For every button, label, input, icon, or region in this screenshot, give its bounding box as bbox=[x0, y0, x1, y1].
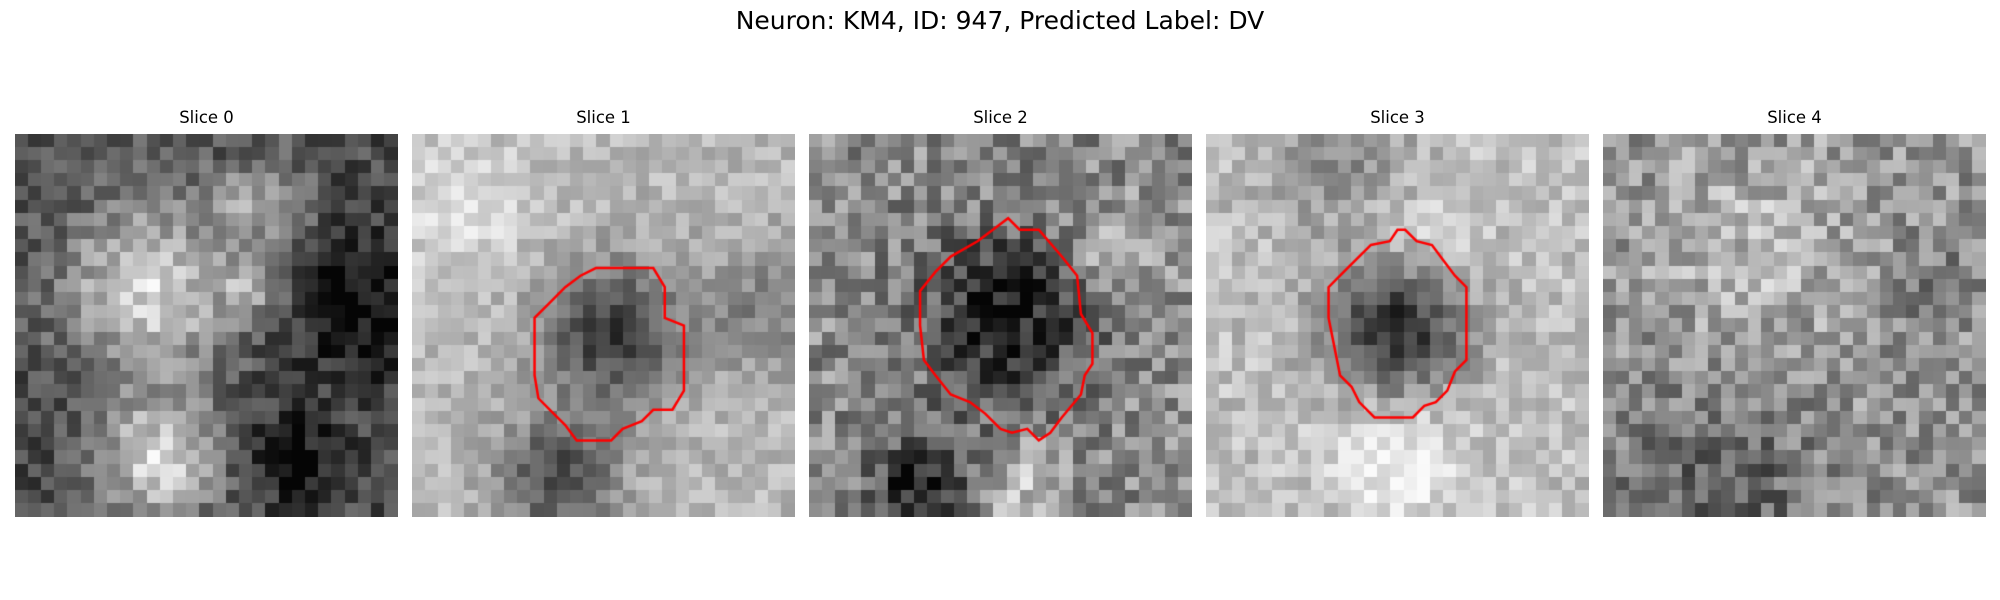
slice-title: Slice 4 bbox=[1603, 108, 1986, 134]
slice-title: Slice 0 bbox=[15, 108, 398, 134]
slice-panel-3: Slice 3 bbox=[1206, 108, 1589, 517]
slice-image bbox=[412, 134, 795, 517]
slice-title: Slice 1 bbox=[412, 108, 795, 134]
slice-image bbox=[1206, 134, 1589, 517]
slice-panel-0: Slice 0 bbox=[15, 108, 398, 517]
slice-title: Slice 2 bbox=[809, 108, 1192, 134]
slice-image bbox=[809, 134, 1192, 517]
slice-image bbox=[15, 134, 398, 517]
slice-title: Slice 3 bbox=[1206, 108, 1589, 134]
slice-panel-1: Slice 1 bbox=[412, 108, 795, 517]
slice-panel-2: Slice 2 bbox=[809, 108, 1192, 517]
slice-image bbox=[1603, 134, 1986, 517]
slice-panel-4: Slice 4 bbox=[1603, 108, 1986, 517]
figure-title: Neuron: KM4, ID: 947, Predicted Label: D… bbox=[0, 6, 2000, 35]
